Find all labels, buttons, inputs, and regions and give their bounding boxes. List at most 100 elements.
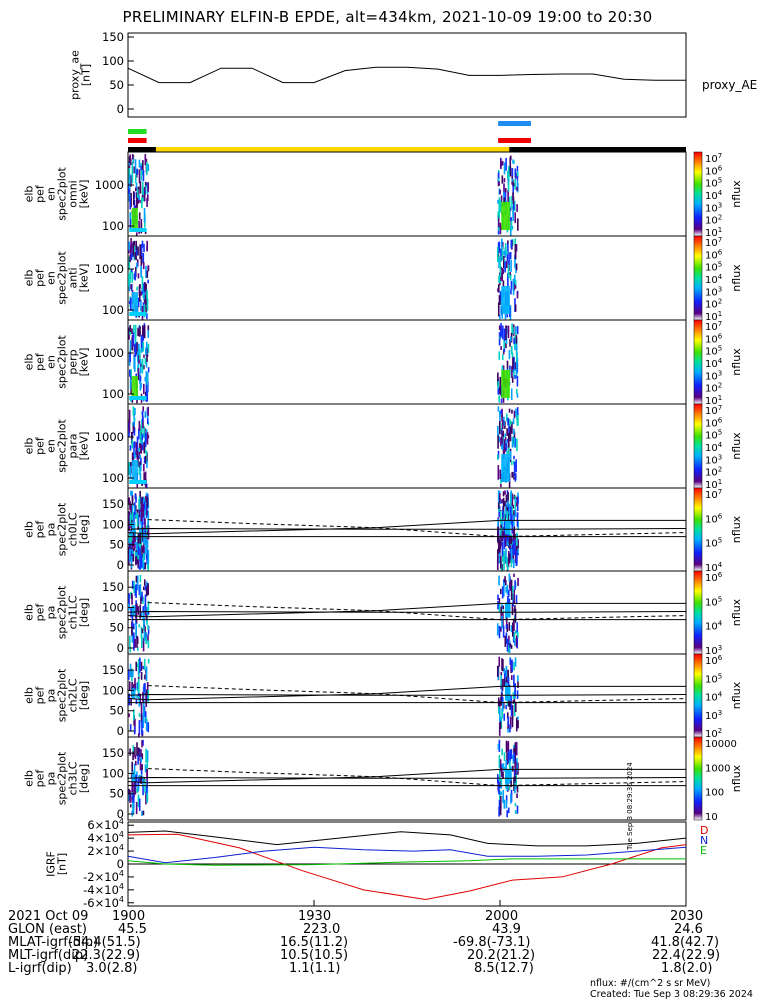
anti-colorbar [693, 235, 703, 321]
proxy-ae-ylabel: proxy_ae[nT] [69, 50, 93, 100]
col3-l: 8.5(12.7) [474, 961, 534, 976]
sector-bar-red-1 [128, 138, 147, 143]
ch0LC-ylabel: elbpefpaspec2plotch0LC[deg] [23, 502, 91, 556]
igrf-series-N [127, 846, 687, 864]
anti-ylabel: elbpefenspec2plotanti[keV] [23, 251, 91, 305]
para-ytick-100: 100 [102, 471, 124, 485]
omni-colorbar-tick: 103 [705, 201, 722, 214]
omni-colorbar-label: nflux [730, 180, 743, 208]
para-baseline-band [129, 480, 147, 484]
perp-colorbar-tick: 105 [705, 345, 722, 358]
row-label-date: 2021 Oct 09 [8, 909, 89, 924]
colorbars: 107106105104103102101nflux10710610510410… [693, 151, 743, 823]
perp-ytick-1000: 1000 [95, 346, 124, 360]
perp-spectrogram-marks [128, 322, 519, 404]
ch3LC-loss-cone [127, 768, 686, 784]
anti-colorbar-tick: 105 [705, 261, 722, 274]
ch0LC-colorbar-tick: 107 [705, 488, 722, 501]
row-label-l: L-igrf(dip) [8, 961, 72, 976]
igrf-ytick-label: -6×104 [83, 895, 124, 910]
ch1LC-ytick-label: 0 [117, 641, 124, 655]
col1-l: 3.0(2.8) [86, 961, 138, 976]
created-note: Created: Tue Sep 3 08:29:36 2024 [590, 989, 753, 1000]
para-colorbar-label: nflux [730, 432, 743, 460]
ch1LC-hotspot-1 [131, 605, 136, 616]
time-label-1930: 1930 [298, 909, 332, 924]
ch3LC-ytick-label: 150 [102, 746, 124, 760]
ch2LC-hotspot-2 [504, 686, 511, 701]
para-frame [127, 403, 687, 489]
ch0LC-ytick-label: 0 [117, 558, 124, 572]
anti-baseline-band [129, 312, 147, 316]
ch2LC-ytick-label: 100 [102, 683, 124, 697]
igrf-ytick-label: 4×104 [87, 830, 124, 845]
para-ytick-1000: 1000 [95, 430, 124, 444]
perp-colorbar-tick: 107 [705, 320, 722, 333]
igrf-legend-N: N [700, 834, 708, 847]
ch0LC-colorbar-tick: 106 [705, 512, 723, 525]
sector-bar-red-2 [498, 138, 531, 143]
col1-glon: 45.5 [118, 922, 147, 937]
ch1LC-colorbar-tick: 104 [705, 620, 723, 633]
ch2LC-colorbar-tick: 106 [705, 654, 723, 667]
ch3LC-colorbar-label: nflux [730, 764, 743, 792]
ch0LC-colorbar-label: nflux [730, 515, 743, 543]
para-colorbar-tick: 103 [705, 453, 722, 466]
ch1LC-ylabel: elbpefpaspec2plotch1LC[deg] [23, 585, 91, 639]
ch3LC-colorbar-tick: 10000 [705, 739, 737, 750]
time-label-2000: 2000 [485, 909, 519, 924]
sector-bar-green [128, 129, 147, 134]
igrf-ytick-label: -4×104 [83, 882, 124, 897]
para-colorbar-tick: 107 [705, 404, 722, 417]
para-colorbar-tick: 105 [705, 429, 722, 442]
col4-mlat: 41.8(42.7) [651, 935, 720, 950]
igrf-series-total [127, 830, 687, 847]
col4-l: 1.8(2.0) [661, 961, 713, 976]
perp-baseline-band [129, 396, 147, 400]
proxy-ae-ytick-label: 100 [102, 54, 124, 68]
para-spectrogram-marks [128, 406, 519, 488]
ch2LC-ytick-label: 0 [117, 724, 124, 738]
ch3LC-ylabel: elbpefpaspec2plotch3LC[deg] [23, 751, 91, 805]
igrf-ylabel: IGRF[nT] [45, 851, 69, 877]
omni-ylabel: elbpefenspec2plotomni[keV] [23, 167, 91, 221]
col2-mlat: 16.5(11.2) [280, 935, 349, 950]
proxy-ae-ytick-label: 0 [117, 102, 124, 116]
ch1LC-colorbar-label: nflux [730, 598, 743, 626]
perp-ylabel: elbpefenspec2plotperp[keV] [23, 335, 91, 389]
ch2LC-ylabel: elbpefpaspec2plotch2LC[deg] [23, 668, 91, 722]
perp-colorbar-tick: 103 [705, 369, 722, 382]
para-colorbar [693, 403, 703, 489]
igrf-ytick-label: 6×104 [87, 817, 124, 832]
col2-mlt: 10.5(10.5) [280, 948, 349, 963]
anti-hotspot-2 [501, 286, 510, 314]
col3-mlt: 20.2(21.2) [467, 948, 536, 963]
proxy-ae-line [127, 66, 686, 84]
anti-colorbar-tick: 107 [705, 236, 722, 249]
omni-baseline-band [129, 228, 147, 232]
perp-colorbar-tick: 104 [705, 357, 723, 370]
omni-colorbar-tick: 105 [705, 177, 722, 190]
ch3LC-ytick-label: 50 [109, 787, 124, 801]
col4-glon: 24.6 [674, 922, 703, 937]
perp-colorbar [693, 319, 703, 405]
omni-spectrogram-marks [128, 154, 519, 236]
ch1LC-colorbar-tick: 106 [705, 571, 723, 584]
ch2LC-hotspot-1 [131, 688, 136, 699]
proxy-ae-frame [127, 32, 687, 118]
omni-ytick-1000: 1000 [95, 178, 124, 192]
col2-l: 1.1(1.1) [289, 961, 341, 976]
igrf-series-D [127, 833, 687, 901]
col3-mlat: -69.8(-73.1) [453, 935, 531, 950]
time-label-1900: 1900 [112, 909, 146, 924]
perp-ytick-100: 100 [102, 387, 124, 401]
anti-colorbar-tick: 102 [705, 298, 722, 311]
time-label-2030: 2030 [670, 909, 704, 924]
ch1LC-colorbar-tick: 105 [705, 595, 722, 608]
ch2LC-ytick-label: 50 [109, 704, 124, 718]
omni-colorbar-tick: 106 [705, 164, 723, 177]
para-colorbar-tick: 104 [705, 441, 723, 454]
igrf-series-E [127, 858, 686, 866]
ch2LC-colorbar-label: nflux [730, 681, 743, 709]
